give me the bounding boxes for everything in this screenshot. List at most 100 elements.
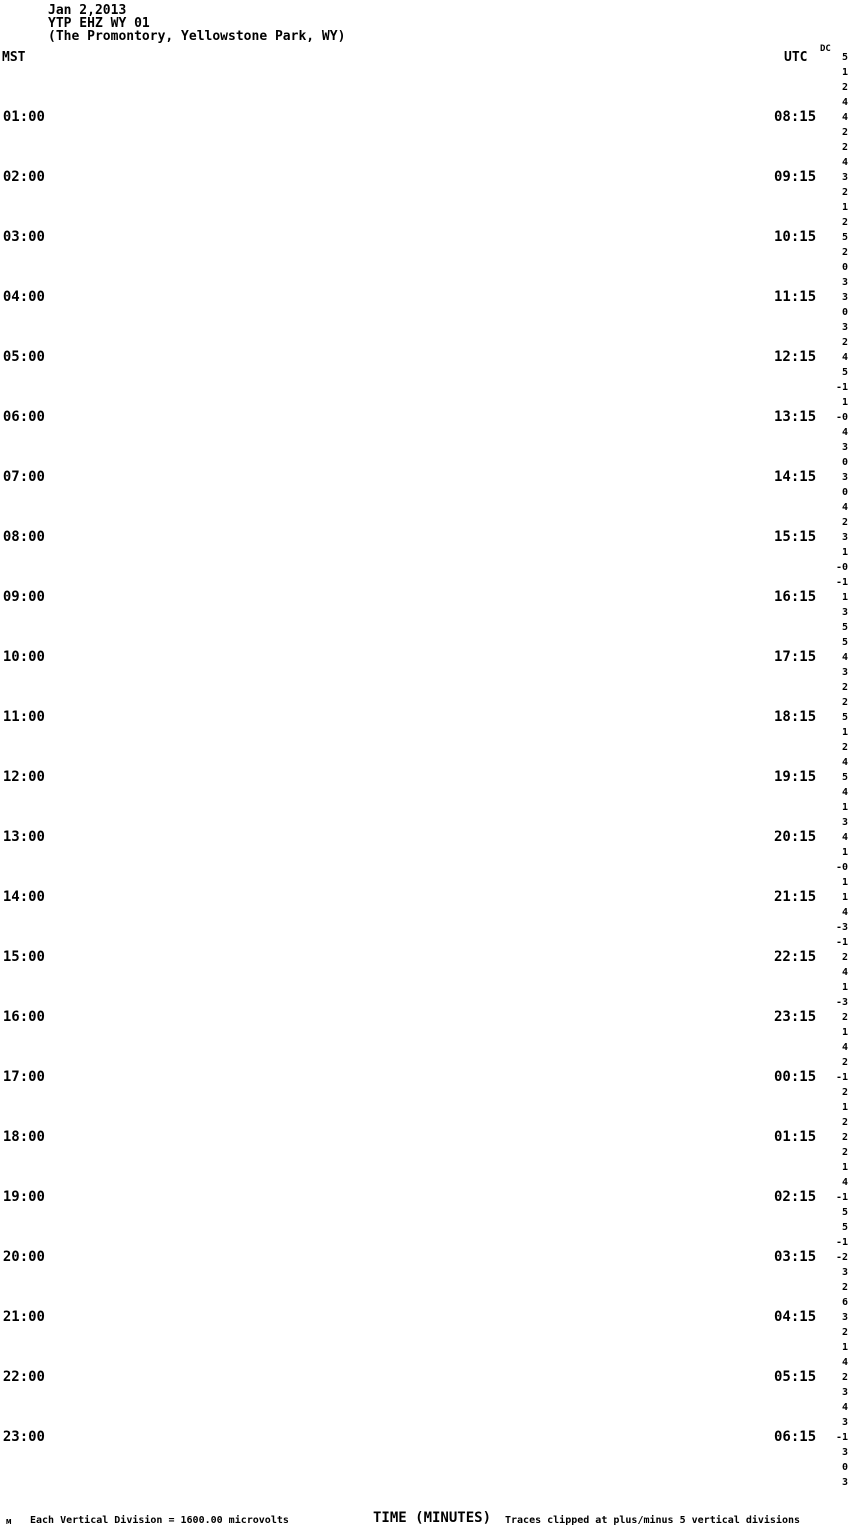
mst-label: 12:00 — [2, 769, 45, 785]
utc-label: 09:15 — [774, 169, 817, 185]
dc-offset-value: 2 — [841, 142, 848, 153]
footer-clip-note: Traces clipped at plus/minus 5 vertical … — [505, 1515, 801, 1526]
mst-label: 11:00 — [2, 709, 45, 725]
dc-offset-value: 1 — [841, 877, 848, 888]
dc-offset-value: 5 — [841, 622, 848, 633]
dc-offset-value: 1 — [841, 67, 848, 78]
dc-offset-value: 2 — [841, 1057, 848, 1068]
dc-offset-value: 5 — [841, 367, 848, 378]
mst-label: 02:00 — [2, 169, 45, 185]
dc-offset-value: 4 — [841, 157, 848, 168]
dc-offset-value: 4 — [841, 967, 848, 978]
dc-offset-value: 4 — [841, 97, 848, 108]
dc-offset-value: 3 — [841, 172, 848, 183]
mst-label: 13:00 — [2, 829, 45, 845]
dc-offset-value: 1 — [841, 202, 848, 213]
dc-column-label: DC — [820, 44, 831, 54]
dc-offset-value: 4 — [841, 427, 848, 438]
dc-offset-value: 4 — [841, 1402, 848, 1413]
dc-offset-value: 3 — [841, 1417, 848, 1428]
dc-offset-value: -1 — [835, 577, 848, 588]
footer-scale-note: Each Vertical Division = 1600.00 microvo… — [30, 1515, 289, 1526]
dc-offset-value: -0 — [835, 412, 848, 423]
dc-offset-value: 3 — [841, 817, 848, 828]
dc-offset-value: 5 — [841, 1222, 848, 1233]
dc-offset-value: 3 — [841, 1312, 848, 1323]
mst-label: 23:00 — [2, 1429, 45, 1445]
dc-offset-value: -0 — [835, 862, 848, 873]
utc-label: 18:15 — [774, 709, 817, 725]
utc-label: 01:15 — [774, 1129, 817, 1145]
dc-offset-value: 3 — [841, 532, 848, 543]
mst-label: 09:00 — [2, 589, 45, 605]
utc-label: 13:15 — [774, 409, 817, 425]
dc-offset-value: -1 — [835, 1432, 848, 1443]
utc-label: 02:15 — [774, 1189, 817, 1205]
dc-offset-value: 0 — [841, 457, 848, 468]
utc-label: 15:15 — [774, 529, 817, 545]
dc-offset-value: 3 — [841, 322, 848, 333]
dc-offset-value: 5 — [841, 232, 848, 243]
dc-offset-value: 1 — [841, 802, 848, 813]
dc-offset-value: -3 — [835, 997, 848, 1008]
dc-offset-value: 0 — [841, 487, 848, 498]
dc-offset-value: 2 — [841, 1372, 848, 1383]
mst-label: 08:00 — [2, 529, 45, 545]
dc-offset-value: 1 — [841, 982, 848, 993]
dc-offset-value: -1 — [835, 1192, 848, 1203]
dc-offset-value: -1 — [835, 937, 848, 948]
utc-label: 00:15 — [774, 1069, 817, 1085]
title-date: Jan 2,2013 — [48, 3, 127, 18]
mst-label: 21:00 — [2, 1309, 45, 1325]
mst-label: 14:00 — [2, 889, 45, 905]
utc-label: 05:15 — [774, 1369, 817, 1385]
dc-offset-value: 2 — [841, 1132, 848, 1143]
dc-offset-value: 4 — [841, 1042, 848, 1053]
dc-offset-value: 2 — [841, 127, 848, 138]
dc-offset-value: 5 — [841, 772, 848, 783]
left-axis-label: MST — [2, 50, 26, 65]
dc-offset-value: 5 — [841, 1207, 848, 1218]
dc-offset-value: 3 — [841, 292, 848, 303]
dc-offset-value: 2 — [841, 1282, 848, 1293]
dc-offset-value: -2 — [835, 1252, 848, 1263]
dc-offset-value: 1 — [841, 847, 848, 858]
right-axis-label: UTC — [784, 50, 808, 65]
mst-label: 20:00 — [2, 1249, 45, 1265]
dc-offset-value: 1 — [841, 1027, 848, 1038]
dc-offset-value: -1 — [835, 382, 848, 393]
utc-label: 08:15 — [774, 109, 817, 125]
dc-offset-value: 4 — [841, 1357, 848, 1368]
dc-offset-value: 4 — [841, 907, 848, 918]
utc-label: 03:15 — [774, 1249, 817, 1265]
utc-label: 21:15 — [774, 889, 817, 905]
utc-label: 17:15 — [774, 649, 817, 665]
dc-offset-value: 4 — [841, 352, 848, 363]
dc-offset-value: 2 — [841, 187, 848, 198]
dc-offset-value: 1 — [841, 892, 848, 903]
mst-label: 07:00 — [2, 469, 45, 485]
dc-offset-value: 4 — [841, 832, 848, 843]
x-axis-title: TIME (MINUTES) — [373, 1510, 492, 1526]
dc-offset-value: 2 — [841, 517, 848, 528]
dc-offset-value: 3 — [841, 442, 848, 453]
dc-offset-value: -0 — [835, 562, 848, 573]
dc-offset-value: 2 — [841, 337, 848, 348]
mst-label: 01:00 — [2, 109, 45, 125]
utc-label: 16:15 — [774, 589, 817, 605]
dc-offset-value: 3 — [841, 1447, 848, 1458]
dc-offset-value: 3 — [841, 277, 848, 288]
utc-label: 20:15 — [774, 829, 817, 845]
dc-offset-value: 0 — [841, 1462, 848, 1473]
dc-offset-value: 2 — [841, 1117, 848, 1128]
mst-label: 06:00 — [2, 409, 45, 425]
dc-offset-value: 2 — [841, 1147, 848, 1158]
utc-label: 22:15 — [774, 949, 817, 965]
dc-offset-value: 4 — [841, 112, 848, 123]
dc-offset-value: 3 — [841, 667, 848, 678]
dc-offset-value: -1 — [835, 1237, 848, 1248]
dc-offset-value: 1 — [841, 547, 848, 558]
dc-offset-value: 3 — [841, 607, 848, 618]
utc-label: 19:15 — [774, 769, 817, 785]
